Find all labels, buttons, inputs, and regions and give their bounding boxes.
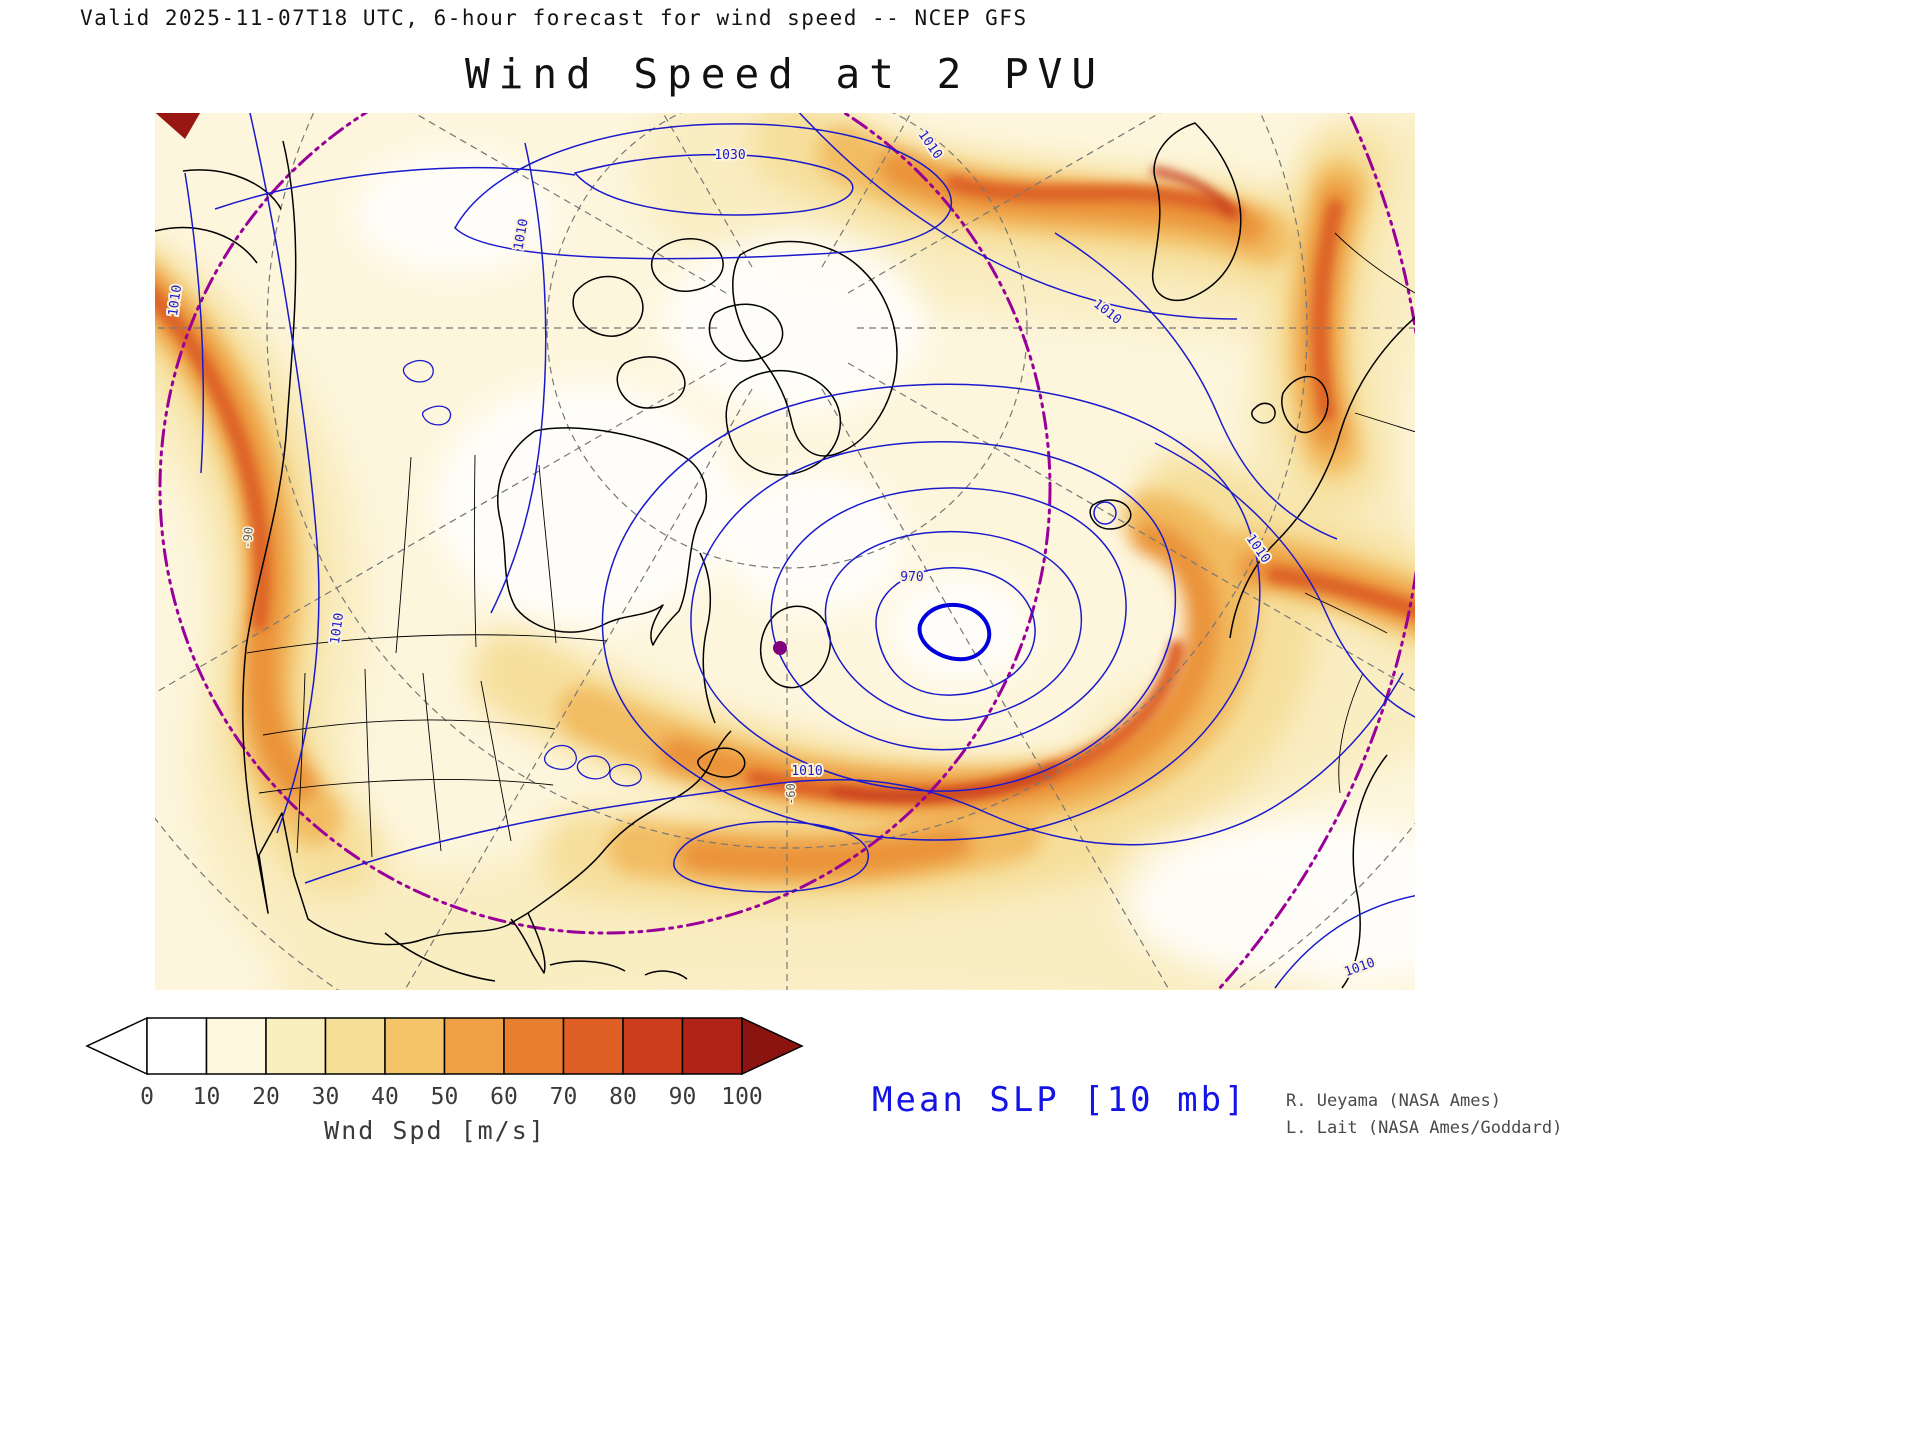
terminator-circles — [158, 113, 1415, 990]
colorbar-tick: 20 — [252, 1084, 280, 1110]
slp-contours — [184, 113, 1415, 989]
calm-regions — [355, 153, 1415, 983]
colorbar-cell — [681, 1017, 743, 1075]
colorbar-tick: 0 — [140, 1084, 154, 1110]
colorbar-tick: 100 — [721, 1084, 763, 1110]
colorbar-label: Wnd Spd [m/s] — [324, 1116, 546, 1145]
contour-label: 1010 — [791, 764, 822, 779]
station-dot — [773, 641, 787, 655]
contour-label: 1010 — [166, 284, 185, 317]
graticule — [155, 113, 1415, 990]
colorbar-cell — [443, 1017, 505, 1075]
credits: R. Ueyama (NASA Ames) L. Lait (NASA Ames… — [1286, 1088, 1562, 1142]
colorbar-canvas: 0 10 20 30 40 50 60 70 80 90 100 — [85, 1016, 804, 1110]
colorbar-tick: 50 — [431, 1084, 459, 1110]
colorbar-tick: 90 — [669, 1084, 697, 1110]
colorbar-right-arrow — [741, 1016, 804, 1076]
credit-line-1: R. Ueyama (NASA Ames) — [1286, 1091, 1501, 1111]
contour-label: 970 — [900, 570, 923, 585]
colorbar-tick: 80 — [609, 1084, 637, 1110]
contour-label: 1010 — [328, 612, 347, 645]
colorbar-tick: 60 — [490, 1084, 518, 1110]
colorbar-cells — [146, 1017, 743, 1075]
slp-legend-label: Mean SLP [10 mb] — [872, 1080, 1248, 1120]
colorbar-tick: 40 — [371, 1084, 399, 1110]
colorbar-tick: 10 — [193, 1084, 221, 1110]
colorbar-cell — [384, 1017, 446, 1075]
page-title: Wind Speed at 2 PVU — [465, 50, 1105, 98]
colorbar-ticks: 0 10 20 30 40 50 60 70 80 90 100 — [140, 1084, 763, 1110]
graticule-label-90w: -90 — [240, 526, 256, 549]
valid-time-header: Valid 2025-11-07T18 UTC, 6-hour forecast… — [80, 6, 1028, 30]
colorbar: 0 10 20 30 40 50 60 70 80 90 100 — [85, 1016, 805, 1116]
colorbar-cell — [146, 1017, 208, 1075]
slp-low-center-contour — [917, 602, 992, 662]
colorbar-cell — [265, 1017, 327, 1075]
colorbar-cell — [622, 1017, 684, 1075]
coastlines — [155, 122, 1415, 989]
wind-shading-darkred-corner — [155, 113, 201, 139]
colorbar-cell — [324, 1017, 386, 1075]
contour-label: 1030 — [714, 148, 745, 163]
colorbar-cell — [562, 1017, 624, 1075]
colorbar-left-arrow — [85, 1016, 148, 1076]
wind-shading-red — [831, 167, 1234, 801]
colorbar-cell — [205, 1017, 267, 1075]
colorbar-cell — [503, 1017, 565, 1075]
colorbar-tick: 30 — [312, 1084, 340, 1110]
map-area: -90 -60 — [155, 113, 1415, 990]
map-canvas: -90 -60 — [155, 113, 1415, 990]
political-borders — [246, 232, 1415, 858]
credit-line-2: L. Lait (NASA Ames/Goddard) — [1286, 1118, 1563, 1138]
lakes — [402, 359, 642, 787]
colorbar-tick: 70 — [550, 1084, 578, 1110]
graticule-label-60w: -60 — [784, 783, 798, 805]
